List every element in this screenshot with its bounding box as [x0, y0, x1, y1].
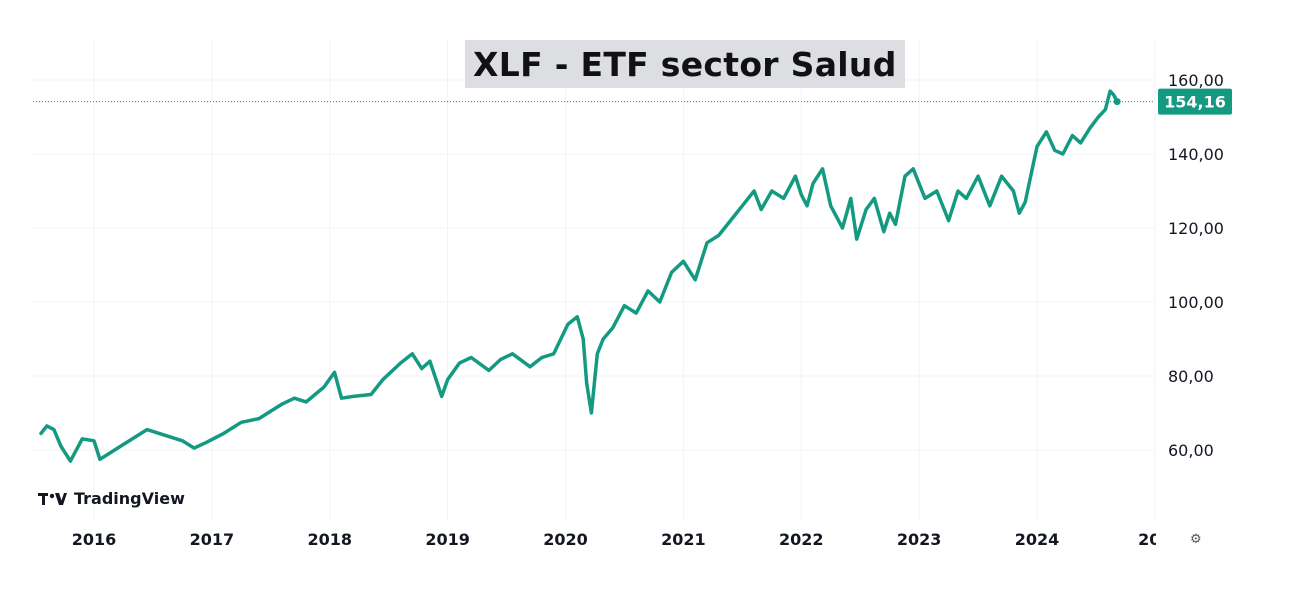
last-point: [1113, 98, 1121, 106]
y-tick-label: 140,00: [1168, 145, 1224, 164]
x-tick-label: 2022: [779, 530, 824, 549]
x-tick-label: 2018: [307, 530, 352, 549]
x-tick-label: 2020: [543, 530, 588, 549]
x-tick-label: 2017: [190, 530, 235, 549]
last-value-badge: [1158, 88, 1232, 115]
tradingview-wordmark: TradingView: [74, 489, 185, 508]
x-axis: 2016 2017 2018 2019 2020 2021 2022 2023 2024 202: [72, 525, 1196, 555]
chart-title: XLF - ETF sector Salud: [473, 44, 897, 84]
y-tick-label: 100,00: [1168, 293, 1224, 312]
chart-title-box: XLF - ETF sector Salud: [465, 40, 905, 88]
y-tick-label: 60,00: [1168, 441, 1214, 460]
last-value-label: 154,16: [1164, 93, 1226, 112]
settings-icon[interactable]: ⚙: [1190, 531, 1202, 546]
axis-mask: [1156, 525, 1196, 555]
price-line: [39, 89, 1119, 463]
y-tick-label: 80,00: [1168, 367, 1214, 386]
x-tick-label: 2016: [72, 530, 117, 549]
x-tick-label: 2024: [1015, 530, 1060, 549]
x-tick-label: 2019: [425, 530, 470, 549]
y-axis: 60,00 80,00 100,00 120,00 140,00 160,00: [1168, 71, 1224, 460]
last-value-marker: 154,16: [33, 88, 1232, 115]
y-tick-label: 120,00: [1168, 219, 1224, 238]
series-layer: [39, 89, 1121, 463]
tradingview-logo[interactable]: TradingView: [38, 489, 185, 508]
x-tick-label: 2021: [661, 530, 706, 549]
grid-lines: [33, 40, 1156, 520]
y-tick-label: 160,00: [1168, 71, 1224, 90]
tradingview-logo-icon: [38, 492, 67, 505]
x-tick-label: 2023: [897, 530, 942, 549]
